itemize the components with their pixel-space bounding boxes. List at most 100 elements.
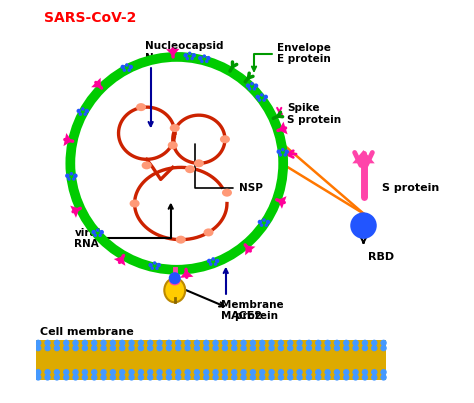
- Circle shape: [67, 177, 71, 181]
- Circle shape: [156, 369, 163, 376]
- Circle shape: [215, 259, 219, 263]
- Circle shape: [63, 345, 69, 351]
- Circle shape: [212, 345, 219, 351]
- Circle shape: [82, 340, 88, 346]
- Circle shape: [287, 345, 293, 351]
- Circle shape: [153, 261, 156, 265]
- Circle shape: [257, 98, 261, 102]
- Text: Spike
S protein: Spike S protein: [277, 103, 341, 125]
- Circle shape: [93, 234, 97, 237]
- Circle shape: [259, 340, 265, 346]
- Circle shape: [240, 345, 247, 351]
- Circle shape: [63, 340, 69, 346]
- Circle shape: [166, 345, 172, 351]
- Circle shape: [45, 374, 51, 380]
- Ellipse shape: [129, 199, 140, 208]
- Circle shape: [175, 374, 182, 380]
- Circle shape: [268, 340, 275, 346]
- Circle shape: [54, 374, 60, 380]
- Circle shape: [222, 374, 228, 380]
- Circle shape: [259, 369, 265, 376]
- Circle shape: [334, 369, 340, 376]
- Circle shape: [255, 95, 260, 99]
- Circle shape: [380, 340, 387, 346]
- Circle shape: [246, 83, 250, 88]
- Circle shape: [287, 369, 293, 376]
- Circle shape: [128, 65, 133, 69]
- Circle shape: [203, 369, 210, 376]
- Circle shape: [260, 223, 263, 227]
- Circle shape: [306, 369, 312, 376]
- Circle shape: [371, 374, 377, 380]
- Circle shape: [352, 369, 359, 376]
- Ellipse shape: [142, 161, 152, 169]
- Circle shape: [109, 374, 116, 380]
- Ellipse shape: [168, 141, 178, 149]
- Circle shape: [100, 340, 107, 346]
- Circle shape: [109, 369, 116, 376]
- Circle shape: [188, 52, 191, 55]
- Ellipse shape: [176, 236, 186, 244]
- Circle shape: [250, 340, 256, 346]
- Circle shape: [266, 220, 270, 224]
- Text: RBD: RBD: [367, 252, 393, 262]
- Circle shape: [191, 57, 194, 60]
- Circle shape: [268, 369, 275, 376]
- Circle shape: [183, 53, 188, 58]
- Circle shape: [276, 150, 281, 154]
- Polygon shape: [279, 122, 288, 134]
- Circle shape: [73, 345, 79, 351]
- Circle shape: [260, 93, 264, 97]
- Circle shape: [362, 340, 368, 346]
- Circle shape: [63, 369, 69, 376]
- Circle shape: [198, 56, 202, 60]
- Text: Nucleocapsid
N protein: Nucleocapsid N protein: [145, 42, 223, 126]
- Ellipse shape: [136, 103, 146, 111]
- Circle shape: [123, 69, 126, 72]
- Ellipse shape: [164, 278, 185, 302]
- Circle shape: [324, 340, 331, 346]
- Circle shape: [209, 262, 212, 266]
- Circle shape: [240, 374, 247, 380]
- Polygon shape: [166, 49, 180, 56]
- Circle shape: [73, 369, 79, 376]
- Circle shape: [45, 369, 51, 376]
- Polygon shape: [278, 196, 287, 209]
- Circle shape: [350, 212, 377, 239]
- Text: Envelope
E protein: Envelope E protein: [252, 43, 331, 71]
- Circle shape: [35, 340, 41, 346]
- Text: Membrane
M protein: Membrane M protein: [221, 269, 283, 322]
- Circle shape: [278, 340, 284, 346]
- Circle shape: [109, 345, 116, 351]
- Circle shape: [324, 369, 331, 376]
- Circle shape: [352, 345, 359, 351]
- Circle shape: [306, 345, 312, 351]
- Circle shape: [315, 340, 321, 346]
- Polygon shape: [352, 150, 375, 163]
- Circle shape: [81, 107, 84, 111]
- Circle shape: [128, 345, 135, 351]
- Circle shape: [306, 340, 312, 346]
- Circle shape: [343, 345, 349, 351]
- Ellipse shape: [222, 189, 232, 197]
- Circle shape: [264, 223, 268, 227]
- Circle shape: [73, 374, 79, 380]
- Circle shape: [155, 266, 159, 270]
- Circle shape: [222, 369, 228, 376]
- Circle shape: [91, 230, 96, 235]
- Circle shape: [287, 374, 293, 380]
- Circle shape: [254, 83, 258, 88]
- Circle shape: [362, 374, 368, 380]
- Circle shape: [166, 374, 172, 380]
- Circle shape: [212, 340, 219, 346]
- Circle shape: [194, 374, 200, 380]
- Circle shape: [207, 259, 211, 263]
- Circle shape: [250, 345, 256, 351]
- Circle shape: [259, 345, 265, 351]
- Circle shape: [283, 153, 287, 157]
- Circle shape: [296, 369, 303, 376]
- Circle shape: [147, 369, 154, 376]
- Circle shape: [79, 112, 82, 116]
- Circle shape: [250, 374, 256, 380]
- Text: S protein: S protein: [382, 183, 439, 193]
